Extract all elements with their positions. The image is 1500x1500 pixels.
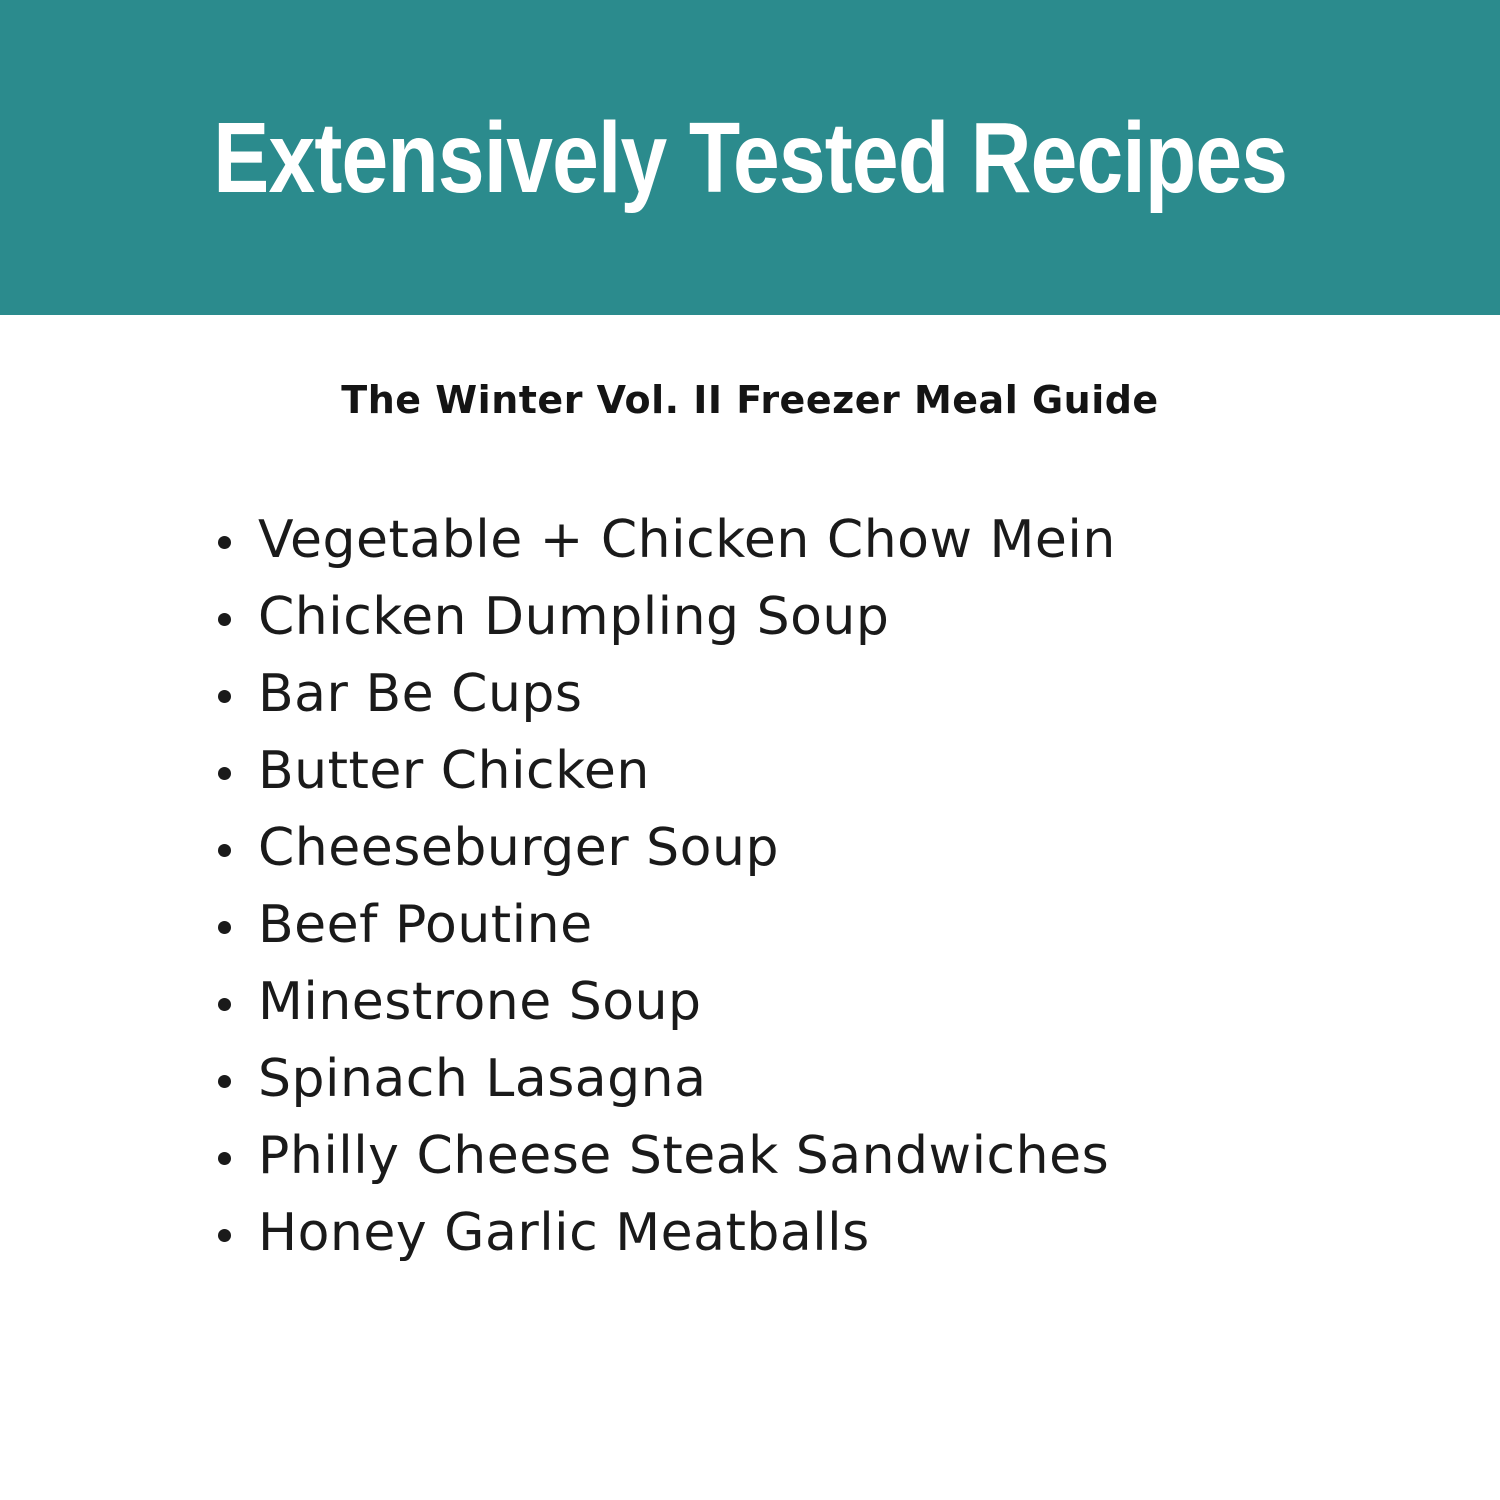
recipe-name: Honey Garlic Meatballs — [258, 1202, 870, 1263]
recipe-name: Minestrone Soup — [258, 971, 702, 1032]
recipe-name: Bar Be Cups — [258, 663, 583, 724]
page-title: Extensively Tested Recipes — [213, 101, 1288, 214]
list-item: Butter Chicken — [218, 732, 1440, 809]
list-item: Spinach Lasagna — [218, 1040, 1440, 1117]
bullet-icon — [218, 921, 231, 934]
bullet-icon — [218, 1152, 231, 1165]
recipe-name: Spinach Lasagna — [258, 1048, 707, 1109]
bullet-icon — [218, 1075, 231, 1088]
bullet-icon — [218, 690, 231, 703]
bullet-icon — [218, 613, 231, 626]
recipe-name: Cheeseburger Soup — [258, 817, 779, 878]
bullet-icon — [218, 536, 231, 549]
bullet-icon — [218, 1229, 231, 1242]
bullet-icon — [218, 767, 231, 780]
bullet-icon — [218, 998, 231, 1011]
recipe-name: Beef Poutine — [258, 894, 593, 955]
list-item: Bar Be Cups — [218, 655, 1440, 732]
recipe-name: Butter Chicken — [258, 740, 650, 801]
subtitle: The Winter Vol. II Freezer Meal Guide — [341, 378, 1159, 422]
list-item: Honey Garlic Meatballs — [218, 1194, 1440, 1271]
list-item: Minestrone Soup — [218, 963, 1440, 1040]
list-item: Chicken Dumpling Soup — [218, 578, 1440, 655]
list-item: Vegetable + Chicken Chow Mein — [218, 501, 1440, 578]
recipe-name: Chicken Dumpling Soup — [258, 586, 890, 647]
list-item: Cheeseburger Soup — [218, 809, 1440, 886]
recipe-name: Philly Cheese Steak Sandwiches — [258, 1125, 1110, 1186]
recipe-name: Vegetable + Chicken Chow Mein — [258, 509, 1116, 570]
bullet-icon — [218, 844, 231, 857]
header-banner: Extensively Tested Recipes — [0, 0, 1500, 315]
list-item: Philly Cheese Steak Sandwiches — [218, 1117, 1440, 1194]
list-item: Beef Poutine — [218, 886, 1440, 963]
recipe-list: Vegetable + Chicken Chow Mein Chicken Du… — [0, 501, 1500, 1271]
content-area: The Winter Vol. II Freezer Meal Guide Ve… — [0, 315, 1500, 1271]
